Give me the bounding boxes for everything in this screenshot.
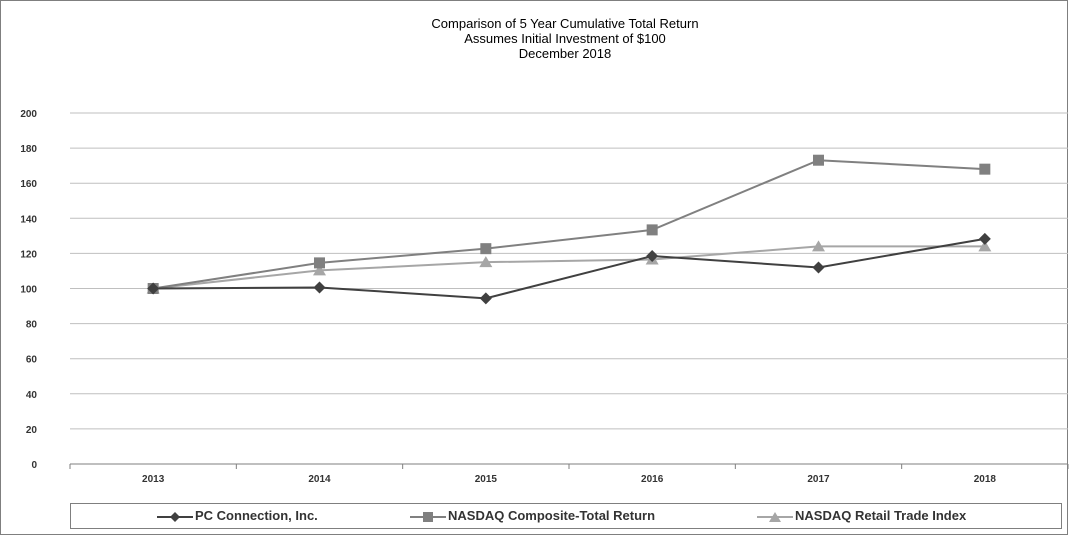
data-point-square [480, 243, 492, 255]
legend-label: NASDAQ Composite-Total Return [448, 508, 656, 523]
triangle-marker-icon [757, 511, 793, 522]
y-tick-label: 180 [20, 144, 37, 155]
chart-title: Comparison of 5 Year Cumulative Total Re… [431, 16, 699, 31]
data-point-diamond [479, 292, 492, 305]
data-point-square [813, 154, 824, 166]
x-tick-label: 2018 [974, 474, 997, 485]
y-tick-label: 200 [20, 109, 37, 120]
data-point-diamond [978, 232, 991, 245]
data-point-triangle [313, 264, 326, 276]
data-point-diamond [147, 282, 160, 295]
legend-label: NASDAQ Retail Trade Index [795, 508, 967, 523]
line-chart: 0 20 40 60 80 100 120 140 160 180 200 2013 2014 2015 2… [20, 109, 1069, 485]
legend-item-pc-connection: PC Connection, Inc. [157, 508, 318, 524]
series-line [153, 159, 985, 290]
diamond-marker-icon [157, 511, 193, 522]
y-tick-label: 120 [20, 249, 37, 260]
data-point-triangle [978, 240, 992, 252]
y-tick-label: 80 [26, 320, 38, 331]
legend-item-nasdaq-composite: NASDAQ Composite-Total Return [410, 508, 655, 524]
y-tick-label: 40 [26, 390, 38, 401]
square-marker-icon [410, 511, 446, 522]
legend-label: PC Connection, Inc. [195, 508, 318, 523]
y-tick-label: 140 [20, 214, 37, 225]
y-tick-label: 0 [31, 460, 37, 471]
data-point-square [646, 224, 658, 236]
data-point-diamond [812, 261, 825, 274]
data-point-diamond [313, 281, 326, 294]
y-tick-label: 160 [20, 179, 37, 190]
x-tick-label: 2013 [142, 474, 165, 485]
x-tick-label: 2016 [641, 474, 664, 485]
y-tick-label: 60 [26, 355, 38, 366]
chart-subtitle-date: December 2018 [518, 46, 612, 61]
data-point-diamond [646, 250, 659, 263]
data-point-triangle [812, 240, 825, 252]
chart-legend: PC Connection, Inc. NASDAQ Composite-Tot… [70, 503, 1062, 529]
data-point-triangle [479, 256, 493, 268]
data-point-square [314, 257, 325, 269]
x-tick-label: 2017 [807, 474, 830, 485]
x-tick-label: 2014 [308, 474, 331, 485]
y-tick-label: 20 [26, 425, 38, 436]
chart-subtitle-investment: Assumes Initial Investment of $100 [464, 31, 666, 46]
legend-item-nasdaq-retail: NASDAQ Retail Trade Index [757, 508, 966, 524]
series-line [153, 245, 985, 290]
data-point-square [979, 163, 991, 175]
x-tick-label: 2015 [475, 474, 498, 485]
series-line [153, 237, 986, 300]
y-tick-label: 100 [20, 285, 37, 296]
